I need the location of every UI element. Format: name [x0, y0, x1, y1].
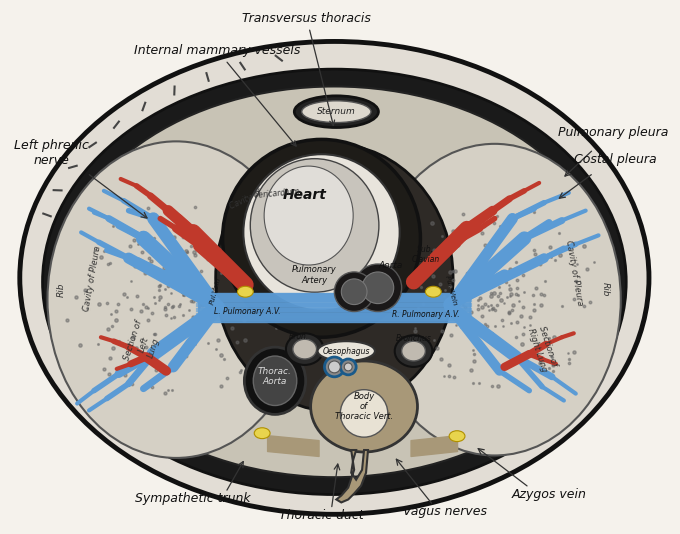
Text: Cavity of: Cavity of [228, 188, 262, 210]
Text: Thoracic duct: Thoracic duct [279, 509, 364, 522]
Text: Bronchus: Bronchus [396, 334, 431, 343]
Text: Pul. Vein: Pul. Vein [444, 274, 458, 305]
Ellipse shape [311, 361, 418, 452]
Ellipse shape [237, 286, 253, 297]
Text: Bron.: Bron. [288, 332, 309, 341]
Ellipse shape [48, 142, 305, 458]
Ellipse shape [402, 341, 426, 361]
Text: Pulmonary
Artery: Pulmonary Artery [292, 265, 337, 285]
Ellipse shape [394, 335, 432, 367]
Ellipse shape [264, 166, 353, 265]
Ellipse shape [250, 159, 379, 292]
Circle shape [362, 272, 394, 304]
Text: Body
of
Thoracic Vert.: Body of Thoracic Vert. [335, 391, 393, 421]
Circle shape [324, 357, 344, 377]
Text: Cavity of Pleura: Cavity of Pleura [564, 240, 584, 307]
Circle shape [340, 359, 356, 375]
Text: Pul.Vein: Pul.Vein [209, 277, 222, 305]
Ellipse shape [243, 154, 400, 311]
Ellipse shape [449, 431, 465, 442]
Text: Oesophagus: Oesophagus [322, 347, 370, 356]
Text: Thorac.
Aorta: Thorac. Aorta [258, 367, 292, 386]
Ellipse shape [369, 144, 621, 456]
Ellipse shape [426, 286, 441, 297]
Circle shape [354, 264, 402, 311]
Ellipse shape [253, 356, 296, 405]
Text: L. Pulmonary A.V.: L. Pulmonary A.V. [214, 308, 281, 317]
Ellipse shape [222, 139, 420, 337]
Text: Azygos vein: Azygos vein [511, 488, 586, 500]
Text: Heart: Heart [283, 188, 326, 202]
Text: Costal pleura: Costal pleura [574, 153, 657, 166]
Text: Sternum: Sternum [317, 107, 356, 116]
Ellipse shape [294, 96, 378, 128]
Text: Rib: Rib [57, 282, 66, 297]
Text: Left phrenic
nerve: Left phrenic nerve [14, 139, 89, 167]
Text: R. Pulmonary A.V.: R. Pulmonary A.V. [392, 310, 459, 319]
Ellipse shape [43, 69, 626, 494]
Circle shape [344, 363, 352, 371]
Text: Aorta: Aorta [379, 261, 403, 270]
Text: Pulmonary pleura: Pulmonary pleura [558, 127, 668, 139]
Ellipse shape [293, 339, 317, 359]
Text: Pericardium: Pericardium [254, 187, 301, 200]
Circle shape [340, 390, 388, 437]
Text: Cavity of Pleura: Cavity of Pleura [82, 245, 102, 311]
Text: Section of
Left
Lung: Section of Left Lung [122, 319, 165, 369]
Ellipse shape [20, 42, 649, 514]
Text: Internal mammary vessels: Internal mammary vessels [135, 44, 301, 146]
Text: Vagus nerves: Vagus nerves [403, 505, 487, 519]
Circle shape [335, 272, 374, 311]
Ellipse shape [286, 333, 324, 365]
Ellipse shape [216, 144, 453, 411]
Circle shape [341, 279, 367, 304]
Text: Sympathetic trunk: Sympathetic trunk [135, 492, 251, 506]
Polygon shape [337, 450, 368, 502]
Ellipse shape [254, 428, 270, 438]
Text: Transversus thoracis: Transversus thoracis [242, 12, 371, 125]
Ellipse shape [318, 341, 375, 361]
Text: Sub.
Clavian: Sub. Clavian [411, 245, 439, 264]
Text: Rib: Rib [601, 282, 610, 297]
Ellipse shape [302, 101, 371, 123]
Circle shape [328, 361, 340, 373]
Ellipse shape [60, 87, 609, 477]
Text: Section of
Right Lung: Section of Right Lung [526, 324, 559, 373]
Ellipse shape [244, 347, 306, 414]
